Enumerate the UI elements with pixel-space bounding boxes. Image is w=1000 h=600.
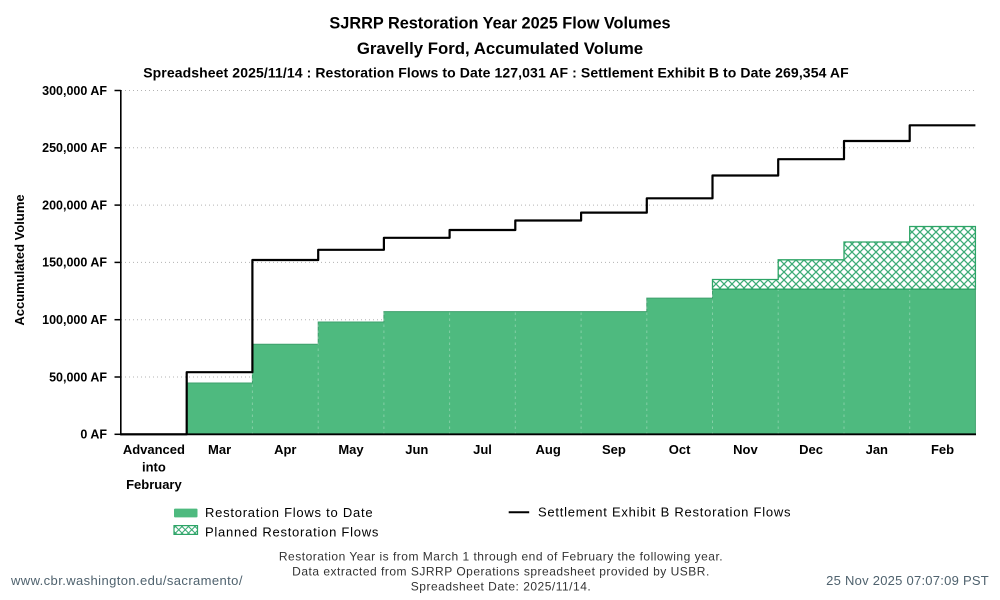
svg-text:Settlement Exhibit B Restorati: Settlement Exhibit B Restoration Flows	[538, 505, 791, 520]
svg-text:into: into	[142, 460, 166, 475]
svg-text:Oct: Oct	[669, 442, 691, 457]
svg-text:May: May	[338, 442, 364, 457]
svg-text:150,000 AF: 150,000 AF	[42, 256, 107, 270]
svg-text:Spreadsheet Date: 2025/11/14.: Spreadsheet Date: 2025/11/14.	[411, 580, 591, 594]
svg-text:Nov: Nov	[733, 442, 758, 457]
svg-text:250,000 AF: 250,000 AF	[42, 141, 107, 155]
svg-text:200,000 AF: 200,000 AF	[42, 198, 107, 212]
svg-text:February: February	[126, 477, 182, 492]
svg-text:Mar: Mar	[208, 442, 231, 457]
svg-text:50,000 AF: 50,000 AF	[49, 370, 107, 384]
svg-text:www.cbr.washington.edu/sacrame: www.cbr.washington.edu/sacramento/	[10, 573, 243, 588]
svg-text:Spreadsheet 2025/11/14 : Resto: Spreadsheet 2025/11/14 : Restoration Flo…	[143, 65, 849, 81]
svg-text:Restoration Flows to Date: Restoration Flows to Date	[205, 505, 373, 520]
svg-text:25 Nov 2025 07:07:09 PST: 25 Nov 2025 07:07:09 PST	[826, 573, 989, 588]
svg-text:Jul: Jul	[473, 442, 492, 457]
svg-text:Accumulated Volume: Accumulated Volume	[12, 194, 27, 325]
svg-text:Aug: Aug	[536, 442, 561, 457]
svg-text:Gravelly Ford, Accumulated Vol: Gravelly Ford, Accumulated Volume	[357, 39, 643, 58]
svg-text:Advanced: Advanced	[123, 442, 185, 457]
svg-text:300,000 AF: 300,000 AF	[42, 84, 107, 98]
svg-text:Data extracted from SJRRP Oper: Data extracted from SJRRP Operations spr…	[292, 565, 710, 579]
svg-text:SJRRP Restoration Year 2025 Fl: SJRRP Restoration Year 2025 Flow Volumes	[329, 15, 670, 33]
svg-text:Dec: Dec	[799, 442, 823, 457]
svg-text:Feb: Feb	[931, 442, 954, 457]
svg-text:0 AF: 0 AF	[80, 428, 107, 442]
svg-text:Jun: Jun	[405, 442, 428, 457]
svg-text:Planned Restoration Flows: Planned Restoration Flows	[205, 525, 379, 540]
svg-text:Restoration Year is from March: Restoration Year is from March 1 through…	[279, 550, 723, 564]
svg-text:Jan: Jan	[866, 442, 888, 457]
svg-text:Apr: Apr	[274, 442, 296, 457]
svg-text:Sep: Sep	[602, 442, 626, 457]
svg-text:100,000 AF: 100,000 AF	[42, 313, 107, 327]
